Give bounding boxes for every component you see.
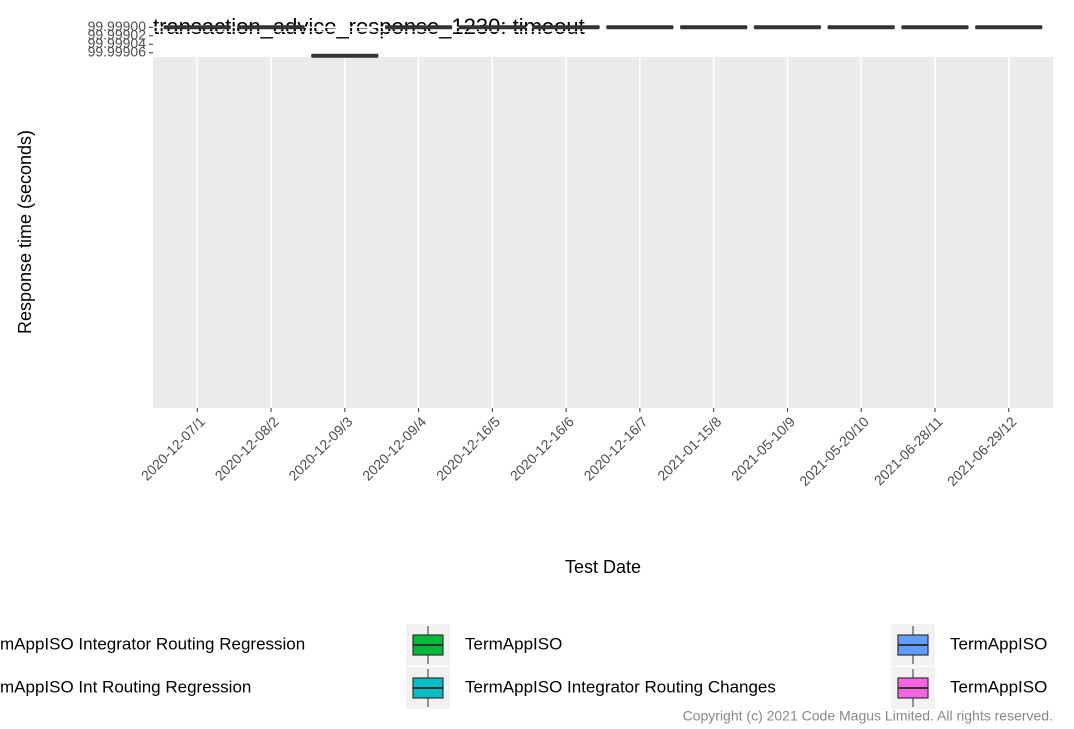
x-axis-label: Test Date [565, 557, 641, 577]
x-tick-label: 2020-12-09/3 [285, 413, 355, 483]
x-tick-label: 2021-06-28/11 [871, 413, 946, 488]
y-tick-label: 99.99900 [88, 18, 147, 34]
y-tick-label: 99.99904 [88, 35, 147, 51]
x-tick-label: 2020-12-16/7 [580, 413, 650, 483]
copyright: Copyright (c) 2021 Code Magus Limited. A… [683, 708, 1053, 724]
x-tick-label: 2020-12-16/6 [507, 413, 577, 483]
x-tick-label: 2020-12-09/4 [359, 413, 429, 483]
legend-label: TermAppISO [465, 634, 562, 653]
legend-label: TermAppISO [950, 634, 1047, 653]
y-tick-label: 99.99906 [88, 43, 147, 59]
legend-label: TermAppISO Integrator Routing Changes [465, 677, 776, 696]
x-tick-label: 2021-01-15/8 [654, 413, 724, 483]
x-tick-label: 2020-12-08/2 [212, 413, 282, 483]
legend-label: mAppISO Integrator Routing Regression [0, 634, 305, 653]
y-axis-label: Response time (seconds) [15, 130, 35, 334]
x-tick-label: 2020-12-07/1 [138, 413, 208, 483]
panel [153, 57, 1053, 408]
y-tick-label: 99.99902 [88, 26, 147, 42]
x-tick-label: 2021-06-29/12 [944, 413, 1020, 489]
x-tick-label: 2021-05-10/9 [728, 413, 798, 483]
x-tick-label: 2021-05-20/10 [796, 413, 872, 489]
x-tick-label: 2020-12-16/5 [433, 413, 503, 483]
legend-label: TermAppISO [950, 677, 1047, 696]
legend-label: mAppISO Int Routing Regression [0, 677, 251, 696]
